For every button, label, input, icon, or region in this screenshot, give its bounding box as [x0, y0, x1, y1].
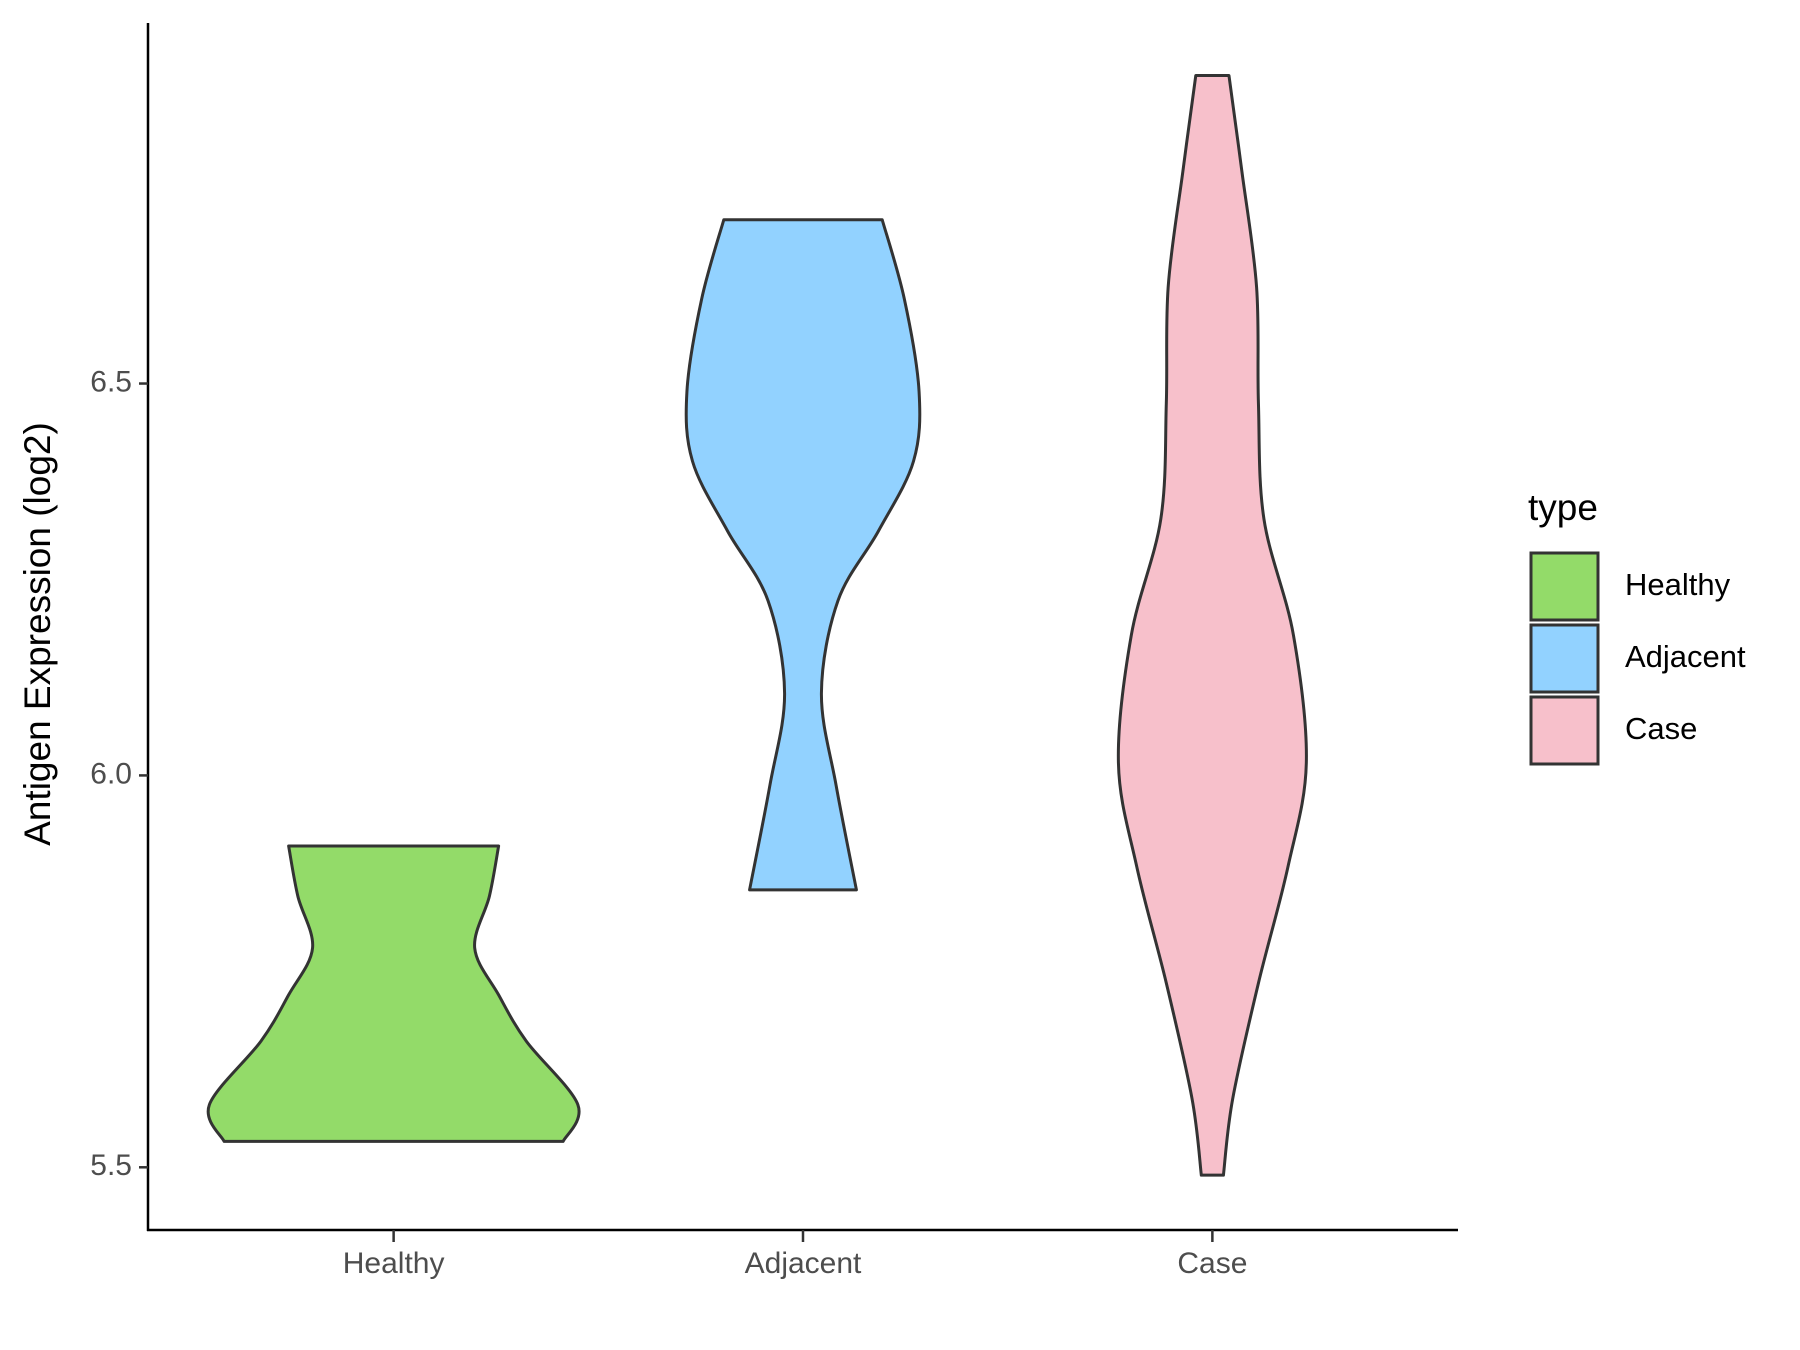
violin [1116, 74, 1308, 1177]
legend-label: Adjacent [1625, 639, 1746, 674]
legend-title: type [1528, 487, 1598, 528]
y-tick-label: 6.5 [90, 365, 132, 398]
x-tick-label: Case [1177, 1247, 1247, 1280]
legend-key [1529, 623, 1600, 694]
x-tick-label: Healthy [343, 1247, 445, 1280]
x-tick-label: Adjacent [745, 1247, 862, 1280]
y-tick-label: 5.5 [90, 1149, 132, 1182]
legend-label: Case [1625, 711, 1697, 746]
legend-key [1529, 695, 1600, 766]
violin [684, 218, 922, 892]
violin [206, 844, 581, 1143]
y-tick-label: 6.0 [90, 757, 132, 790]
legend-key [1529, 551, 1600, 622]
legend-label: Healthy [1625, 567, 1731, 602]
y-axis-title: Antigen Expression (log2) [17, 422, 58, 846]
